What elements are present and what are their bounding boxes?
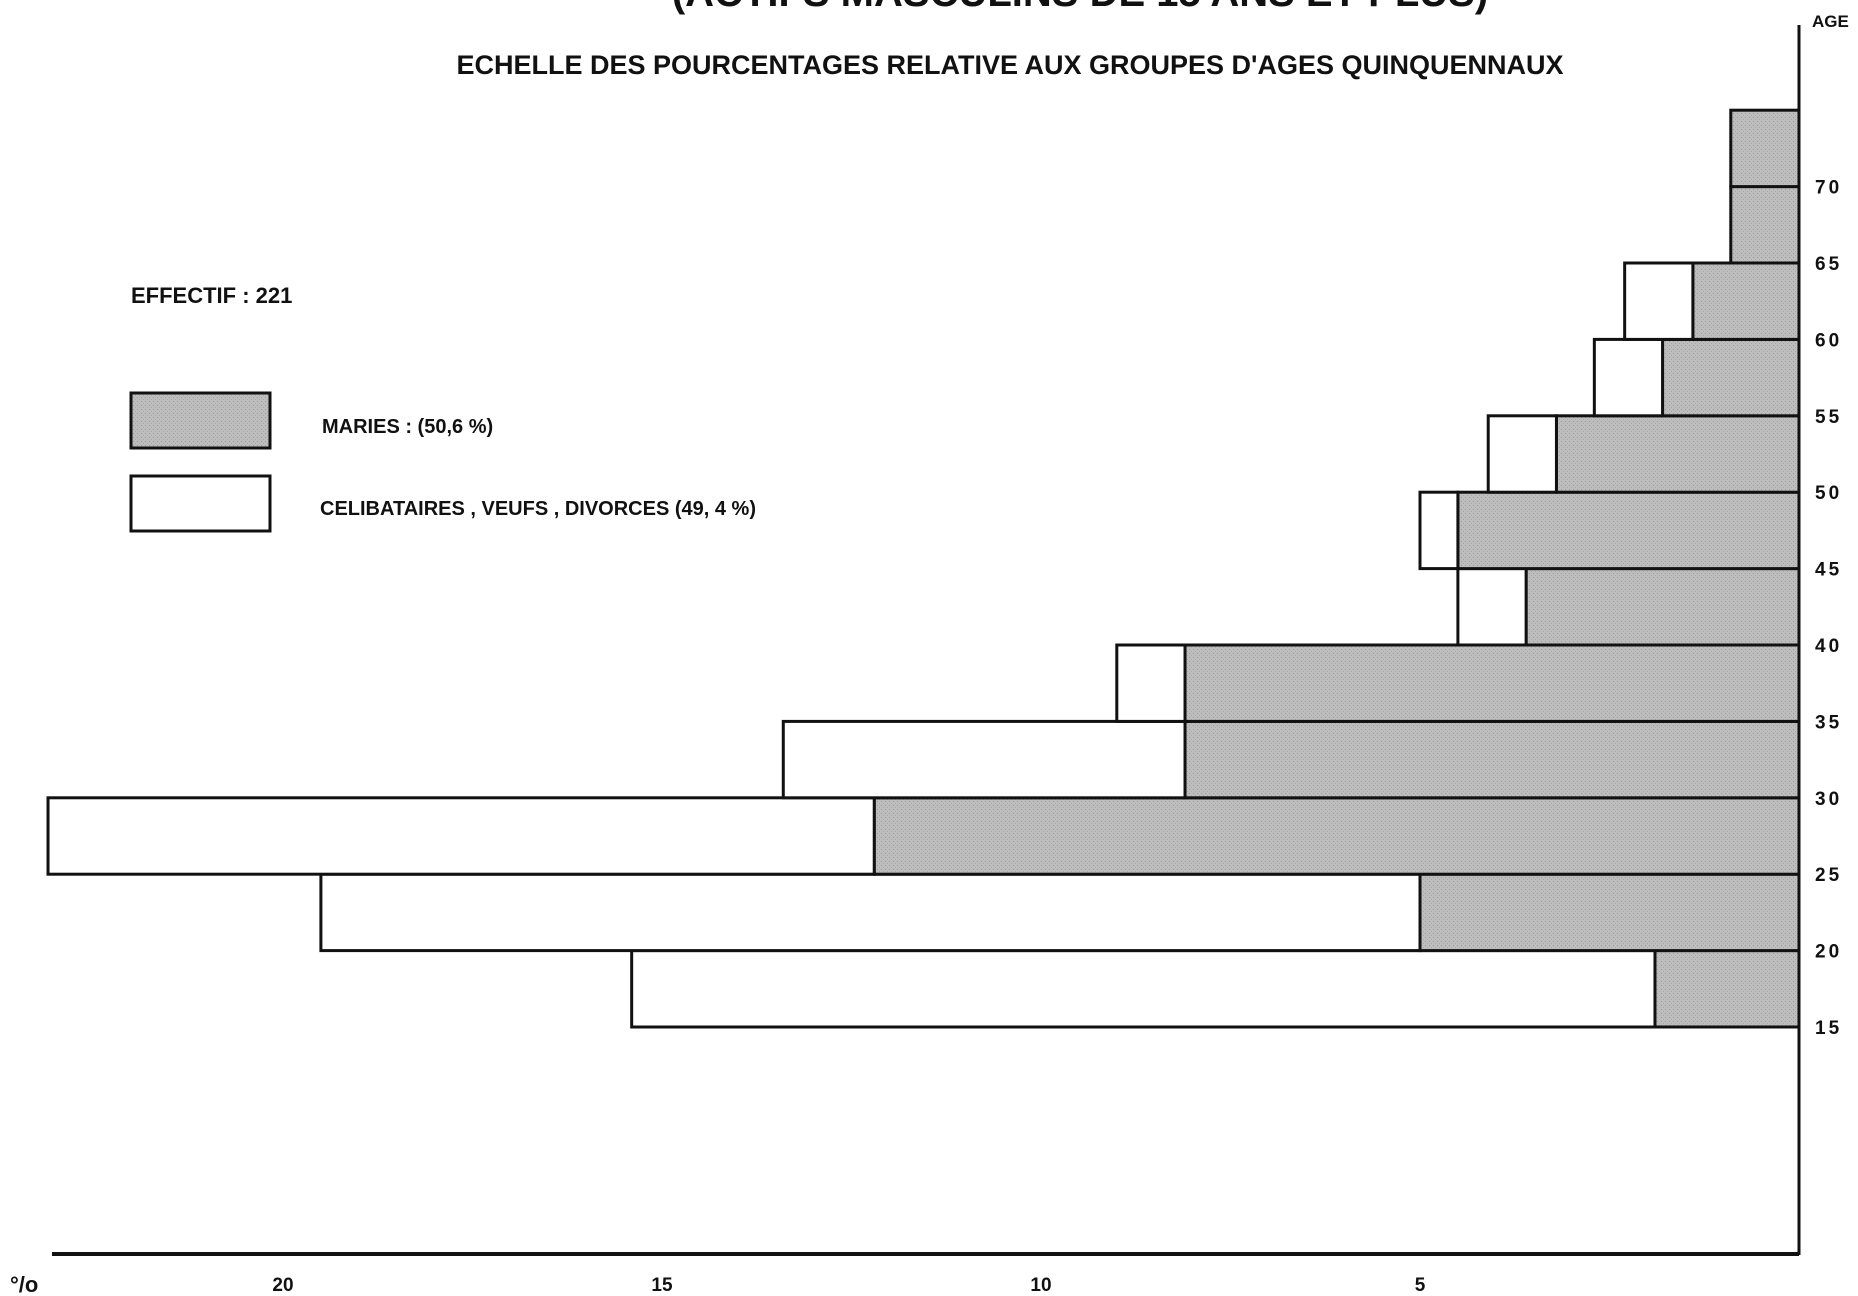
- y-tick-label-25: 25: [1815, 865, 1842, 886]
- bar-celibataires-30: [781, 719, 1187, 800]
- bar-maries-30: [1183, 719, 1801, 800]
- bar-maries-15: [1653, 949, 1801, 1029]
- y-tick-label-65: 65: [1815, 254, 1842, 275]
- y-tick-label-20: 20: [1815, 942, 1842, 963]
- bar-maries-50: [1554, 414, 1801, 494]
- x-tick-label-10: 10: [1030, 1275, 1051, 1296]
- y-axis-label: AGE: [1812, 12, 1849, 31]
- bar-celibataires-50: [1486, 414, 1558, 494]
- y-tick-label-30: 30: [1815, 789, 1842, 810]
- chart-subtitle: ECHELLE DES POURCENTAGES RELATIVE AUX GR…: [456, 50, 1563, 80]
- bar-celibataires-55: [1592, 337, 1665, 418]
- legend-label-celibataires: CELIBATAIRES , VEUFS , DIVORCES (49, 4 %…: [320, 498, 756, 520]
- y-tick-label-55: 55: [1815, 407, 1842, 428]
- x-tick-label-20: 20: [272, 1275, 293, 1296]
- x-axis-label: °/o: [10, 1272, 38, 1296]
- bar-maries-20: [1418, 872, 1801, 953]
- bar-maries-40: [1524, 567, 1801, 647]
- x-tick-label-15: 15: [651, 1275, 673, 1296]
- bar-maries-60: [1691, 261, 1801, 341]
- y-tick-label-70: 70: [1815, 178, 1842, 199]
- y-tick-label-15: 15: [1815, 1018, 1842, 1039]
- legend-swatch-maries: [129, 391, 272, 450]
- bar-maries-65: [1729, 185, 1801, 265]
- bar-celibataires-20: [319, 872, 1422, 953]
- bar-celibataires-25: [46, 796, 876, 876]
- bar-celibataires-60: [1623, 261, 1695, 341]
- bar-celibataires-40: [1456, 567, 1528, 647]
- bar-celibataires-45: [1418, 490, 1460, 571]
- bar-maries-55: [1661, 337, 1801, 418]
- bar-celibataires-15: [630, 949, 1657, 1029]
- bar-celibataires-35: [1115, 643, 1187, 723]
- legend-label-maries: MARIES : (50,6 %): [322, 416, 493, 438]
- bar-maries-25: [872, 796, 1801, 876]
- bar-maries-35: [1183, 643, 1801, 723]
- x-tick-label-5: 5: [1415, 1275, 1426, 1296]
- legend-swatch-celibataires: [129, 474, 272, 533]
- y-tick-label-40: 40: [1815, 636, 1842, 657]
- y-tick-label-60: 60: [1815, 330, 1842, 351]
- bar-maries-70: [1729, 108, 1801, 189]
- bar-maries-45: [1456, 490, 1801, 571]
- y-tick-label-35: 35: [1815, 712, 1842, 733]
- y-tick-label-50: 50: [1815, 483, 1842, 504]
- effectif-label: EFFECTIF : 221: [131, 283, 292, 308]
- chart-title: (ACTIFS MASCULINS DE 15 ANS ET PLUS): [672, 0, 1488, 15]
- y-tick-label-45: 45: [1815, 560, 1842, 581]
